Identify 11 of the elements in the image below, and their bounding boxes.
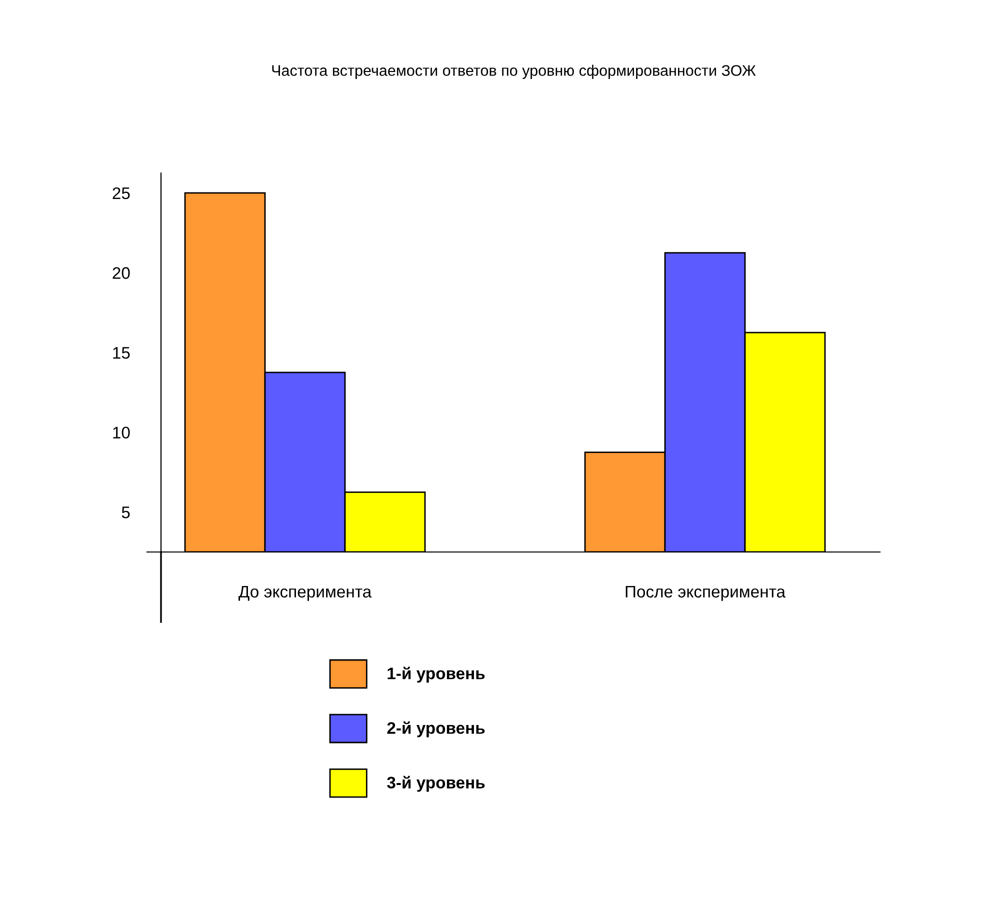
y-tick-label: 15	[113, 347, 130, 359]
y-tick-label: 25	[112, 187, 130, 200]
x-tick-label: После эксперимента	[626, 586, 786, 601]
x-tick-label: До эксперимента	[238, 586, 372, 601]
legend-label: 2-й уровень	[387, 721, 485, 738]
y-tick-label: 5	[122, 506, 130, 518]
y-tick-label: 20	[112, 267, 130, 279]
y-tick-label: 10	[113, 426, 130, 439]
legend-label: 3-й уровень	[387, 776, 485, 792]
chart-title: Частота встречаемости ответов по уровню сформированности ЗОЖ	[272, 64, 756, 79]
legend-label: 1-й уровень	[388, 666, 485, 683]
